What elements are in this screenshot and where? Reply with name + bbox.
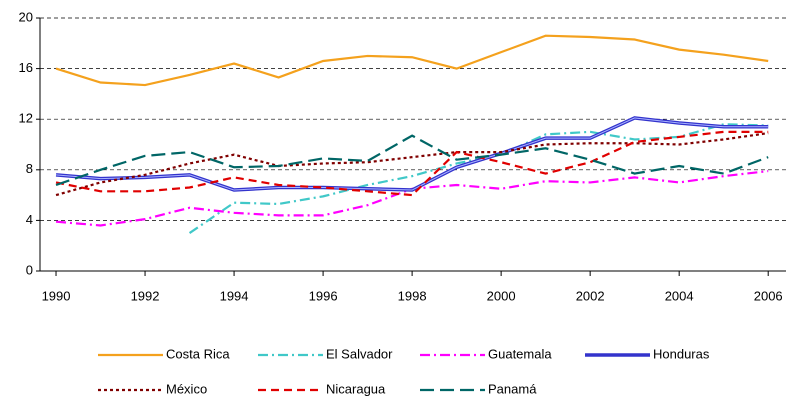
legend-label: Panamá — [488, 381, 537, 396]
series-line — [55, 169, 769, 227]
y-tick-label: 16 — [19, 60, 33, 75]
series-line — [188, 123, 769, 234]
x-tick-label: 2006 — [754, 288, 783, 303]
y-tick-label: 4 — [26, 212, 33, 227]
y-tick-label: 0 — [26, 262, 33, 277]
x-tick-label: 1996 — [309, 288, 338, 303]
x-tick-label: 1994 — [220, 288, 249, 303]
y-tick-label: 8 — [26, 161, 33, 176]
x-tick-label: 2004 — [665, 288, 694, 303]
legend-label: Guatemala — [488, 346, 552, 361]
legend-label: Costa Rica — [166, 346, 230, 361]
series-line — [55, 134, 769, 187]
y-tick-label: 12 — [19, 111, 33, 126]
legend-label: México — [166, 381, 207, 396]
series-line — [55, 34, 769, 87]
legend-label: El Salvador — [326, 346, 393, 361]
x-tick-label: 1990 — [42, 288, 71, 303]
y-tick-label: 20 — [19, 9, 33, 24]
x-tick-label: 2000 — [487, 288, 516, 303]
x-tick-label: 1992 — [131, 288, 160, 303]
series-line — [55, 132, 769, 197]
x-tick-label: 1998 — [398, 288, 427, 303]
legend-label: Honduras — [653, 346, 710, 361]
legend-label: Nicaragua — [326, 381, 386, 396]
x-tick-label: 2002 — [576, 288, 605, 303]
series-line-inner — [55, 117, 769, 191]
series-line — [55, 130, 769, 197]
